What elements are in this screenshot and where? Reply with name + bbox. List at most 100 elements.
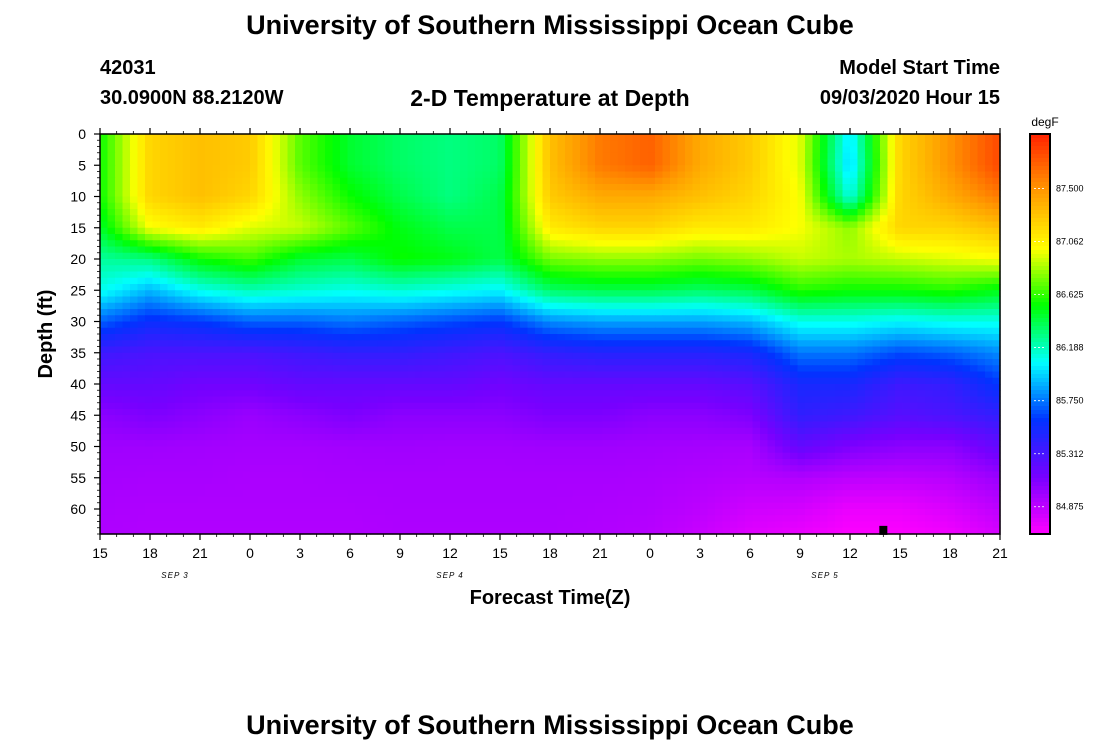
heatmap-cell: [520, 159, 529, 166]
heatmap-cell: [160, 221, 169, 229]
heatmap-cell: [932, 284, 941, 291]
heatmap-cell: [835, 209, 844, 216]
heatmap-cell: [662, 290, 671, 298]
heatmap-cell: [257, 377, 266, 385]
heatmap-cell: [317, 321, 326, 329]
heatmap-cell: [632, 221, 641, 229]
heatmap-cell: [160, 315, 169, 323]
heatmap-cell: [250, 227, 259, 235]
heatmap-cell: [977, 177, 986, 185]
heatmap-cell: [235, 177, 244, 185]
heatmap-cell: [715, 309, 724, 316]
heatmap-cell: [137, 346, 146, 354]
heatmap-cell: [625, 196, 634, 204]
heatmap-cell: [295, 190, 304, 198]
heatmap-cell: [377, 309, 386, 316]
heatmap-cell: [580, 221, 589, 229]
heatmap-cell: [895, 240, 904, 248]
heatmap-cell: [370, 302, 379, 310]
heatmap-cell: [152, 309, 161, 316]
heatmap-cell: [160, 309, 169, 316]
heatmap-cell: [452, 315, 461, 323]
heatmap-cell: [340, 277, 349, 285]
heatmap-cell: [827, 296, 836, 304]
heatmap-cell: [130, 202, 139, 210]
heatmap-cell: [160, 134, 169, 141]
heatmap-cell: [235, 246, 244, 254]
heatmap-cell: [227, 384, 236, 391]
heatmap-cell: [167, 377, 176, 385]
heatmap-cell: [730, 209, 739, 216]
heatmap-cell: [752, 259, 761, 266]
heatmap-cell: [107, 196, 116, 204]
heatmap-cell: [445, 171, 454, 179]
heatmap-cell: [572, 265, 581, 273]
heatmap-cell: [205, 234, 214, 241]
heatmap-cell: [587, 265, 596, 273]
heatmap-cell: [880, 246, 889, 254]
heatmap-cell: [880, 140, 889, 148]
heatmap-cell: [580, 209, 589, 216]
heatmap-cell: [505, 184, 514, 191]
heatmap-cell: [197, 227, 206, 235]
heatmap-cell: [355, 152, 364, 160]
heatmap-cell: [197, 140, 206, 148]
heatmap-cell: [947, 302, 956, 310]
heatmap-cell: [385, 259, 394, 266]
heatmap-cell: [625, 259, 634, 266]
heatmap-cell: [602, 246, 611, 254]
heatmap-cell: [692, 171, 701, 179]
heatmap-cell: [895, 177, 904, 185]
heatmap-cell: [962, 171, 971, 179]
heatmap-cell: [385, 271, 394, 279]
heatmap-cell: [107, 296, 116, 304]
heatmap-cell: [617, 384, 626, 391]
heatmap-cell: [910, 371, 919, 379]
heatmap-cell: [347, 184, 356, 191]
heatmap-cell: [115, 227, 124, 235]
heatmap-cell: [317, 252, 326, 260]
heatmap-cell: [227, 221, 236, 229]
heatmap-cell: [655, 321, 664, 329]
heatmap-cell: [805, 146, 814, 154]
heatmap-cell: [317, 140, 326, 148]
heatmap-cell: [872, 196, 881, 204]
heatmap-cell: [182, 240, 191, 248]
heatmap-cell: [737, 327, 746, 335]
heatmap-cell: [445, 296, 454, 304]
heatmap-cell: [415, 327, 424, 335]
heatmap-cell: [850, 271, 859, 279]
heatmap-cell: [527, 215, 536, 223]
heatmap-cell: [422, 340, 431, 348]
heatmap-cell: [265, 259, 274, 266]
heatmap-cell: [302, 177, 311, 185]
heatmap-cell: [677, 227, 686, 235]
heatmap-cell: [347, 334, 356, 341]
heatmap-cell: [662, 227, 671, 235]
heatmap-cell: [422, 327, 431, 335]
heatmap-cell: [430, 359, 439, 366]
heatmap-cell: [925, 352, 934, 360]
heatmap-cell: [295, 234, 304, 241]
heatmap-cell: [370, 202, 379, 210]
heatmap-cell: [925, 265, 934, 273]
heatmap-cell: [220, 177, 229, 185]
heatmap-cell: [677, 171, 686, 179]
heatmap-cell: [182, 265, 191, 273]
heatmap-cell: [212, 315, 221, 323]
heatmap-cell: [227, 140, 236, 148]
heatmap-cell: [467, 284, 476, 291]
heatmap-cell: [137, 321, 146, 329]
heatmap-cell: [512, 196, 521, 204]
heatmap-cell: [662, 146, 671, 154]
heatmap-cell: [572, 327, 581, 335]
heatmap-cell: [887, 171, 896, 179]
heatmap-cell: [145, 365, 154, 373]
heatmap-cell: [977, 371, 986, 379]
heatmap-cell: [287, 377, 296, 385]
heatmap-cell: [467, 215, 476, 223]
heatmap-cell: [122, 152, 131, 160]
heatmap-cell: [377, 190, 386, 198]
heatmap-cell: [115, 377, 124, 385]
heatmap-cell: [167, 209, 176, 216]
